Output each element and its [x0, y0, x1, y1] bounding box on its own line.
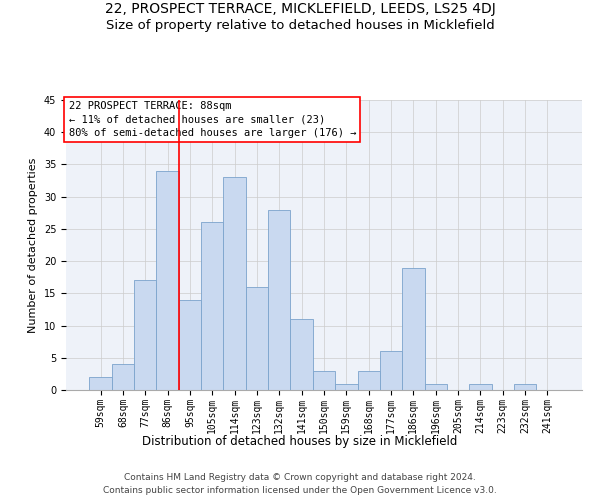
Bar: [313, 370, 335, 390]
Text: Contains HM Land Registry data © Crown copyright and database right 2024.: Contains HM Land Registry data © Crown c…: [124, 472, 476, 482]
Text: Contains public sector information licensed under the Open Government Licence v3: Contains public sector information licen…: [103, 486, 497, 495]
Text: Size of property relative to detached houses in Micklefield: Size of property relative to detached ho…: [106, 18, 494, 32]
Bar: [514, 384, 536, 390]
Bar: [469, 384, 491, 390]
Text: 22 PROSPECT TERRACE: 88sqm
← 11% of detached houses are smaller (23)
80% of semi: 22 PROSPECT TERRACE: 88sqm ← 11% of deta…: [68, 102, 356, 138]
Bar: [380, 352, 402, 390]
Bar: [179, 300, 201, 390]
Text: Distribution of detached houses by size in Micklefield: Distribution of detached houses by size …: [142, 435, 458, 448]
Bar: [246, 287, 268, 390]
Bar: [290, 319, 313, 390]
Bar: [402, 268, 425, 390]
Bar: [425, 384, 447, 390]
Text: 22, PROSPECT TERRACE, MICKLEFIELD, LEEDS, LS25 4DJ: 22, PROSPECT TERRACE, MICKLEFIELD, LEEDS…: [104, 2, 496, 16]
Bar: [89, 377, 112, 390]
Bar: [358, 370, 380, 390]
Bar: [112, 364, 134, 390]
Bar: [201, 222, 223, 390]
Bar: [157, 171, 179, 390]
Y-axis label: Number of detached properties: Number of detached properties: [28, 158, 38, 332]
Bar: [134, 280, 157, 390]
Bar: [223, 178, 246, 390]
Bar: [268, 210, 290, 390]
Bar: [335, 384, 358, 390]
